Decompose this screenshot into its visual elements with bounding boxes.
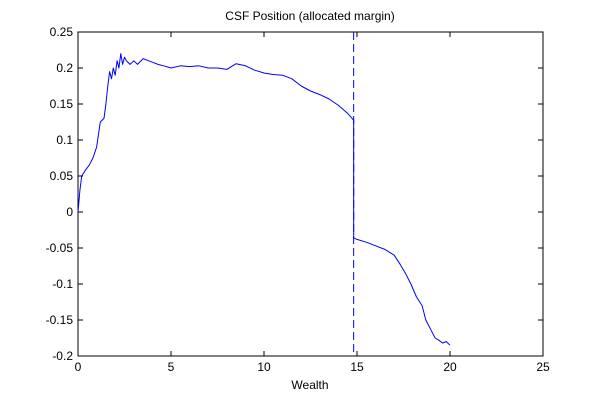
x-axis-label: Wealth — [291, 378, 328, 392]
y-tick-label: -0.2 — [52, 349, 73, 363]
plot-frame — [77, 31, 544, 357]
y-tick-label: -0.1 — [52, 277, 73, 291]
series-line — [77, 53, 451, 346]
y-tick-label: 0.1 — [56, 133, 73, 147]
x-tick-label: 10 — [257, 360, 271, 374]
y-tick-label: 0.2 — [56, 61, 73, 75]
x-tick-label: 0 — [75, 360, 82, 374]
x-tick-label: 15 — [350, 360, 364, 374]
x-tick-label: 5 — [168, 360, 175, 374]
plot-area: 0 5 10 15 20 25 -0.2 -0.15 -0.1 -0.05 0 0.05 0.1 0.15… — [46, 25, 550, 374]
y-tick-label: 0.05 — [50, 169, 74, 183]
y-tick-label: 0.25 — [50, 25, 74, 39]
x-tick-label: 20 — [443, 360, 457, 374]
y-tick-label: 0.15 — [50, 97, 74, 111]
y-tick-label: -0.05 — [46, 241, 74, 255]
y-tick-label: -0.15 — [46, 313, 74, 327]
chart-title: CSF Position (allocated margin) — [225, 9, 394, 23]
y-tick-label: 0 — [66, 205, 73, 219]
x-tick-label: 25 — [536, 360, 550, 374]
